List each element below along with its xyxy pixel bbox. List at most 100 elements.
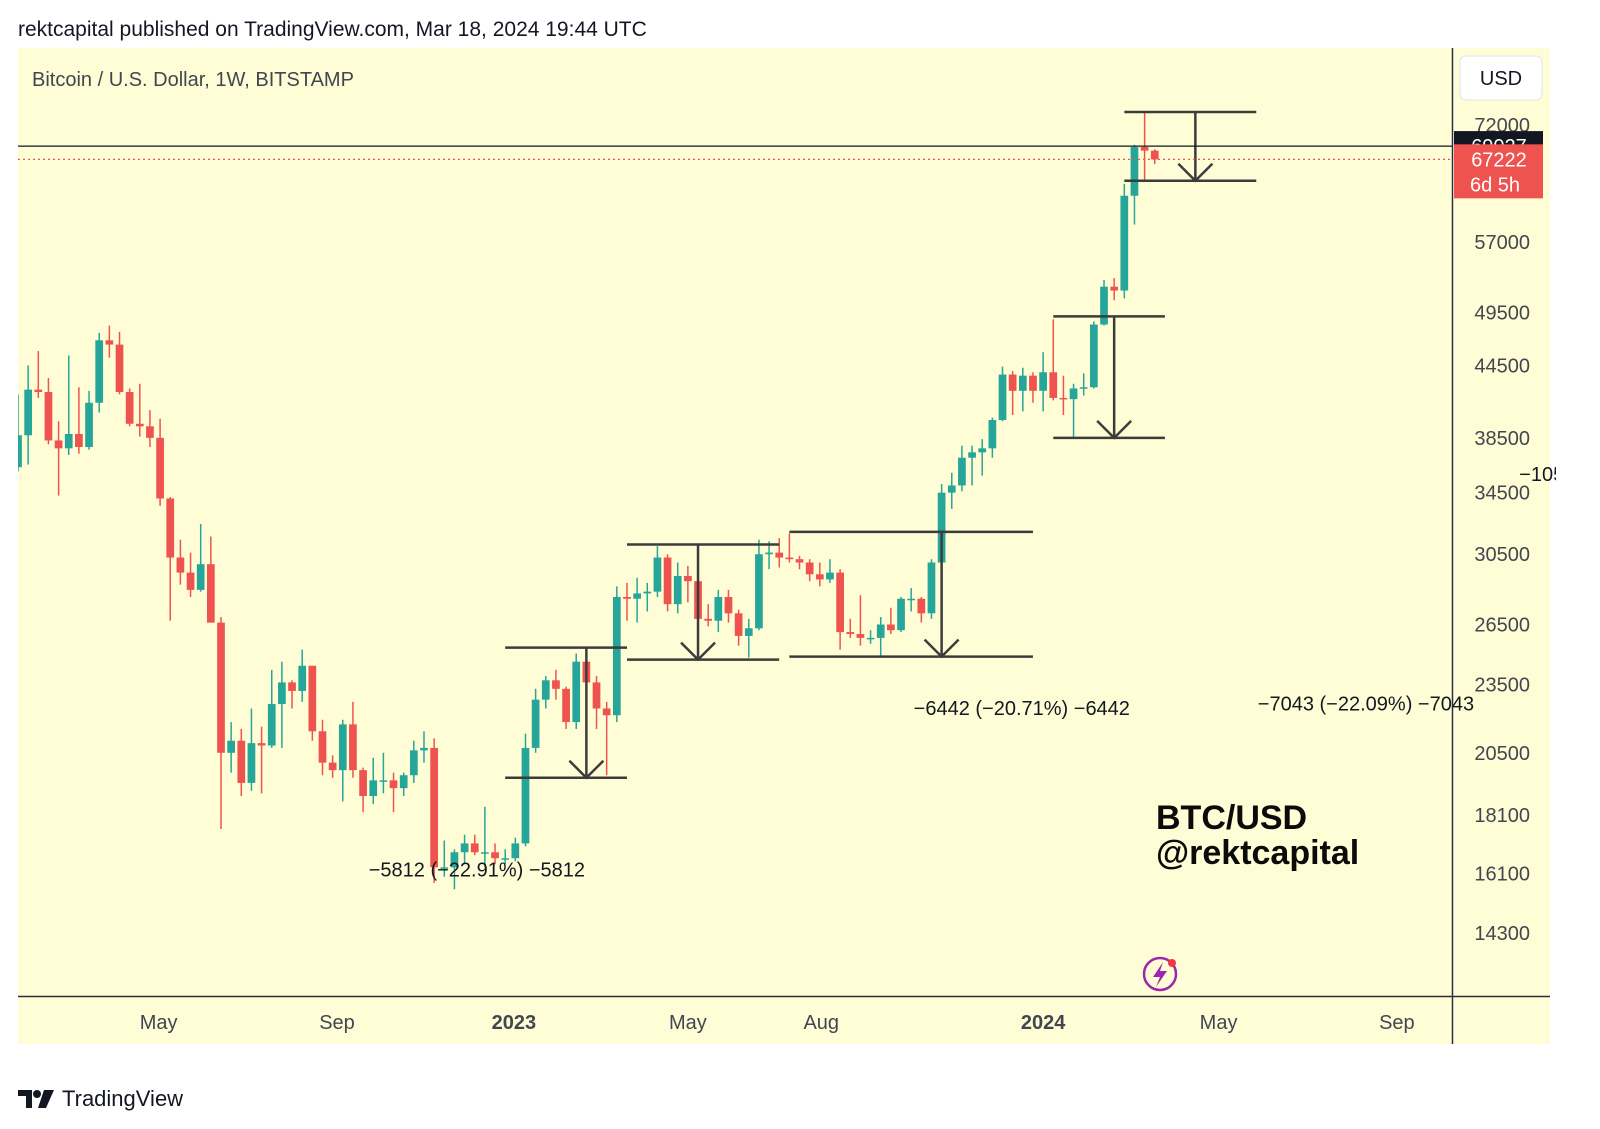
- candle-body: [1120, 195, 1129, 291]
- candle: [988, 417, 997, 458]
- candle: [866, 630, 875, 644]
- lightning-icon[interactable]: [1142, 956, 1178, 992]
- candle: [85, 390, 93, 450]
- candle: [1029, 372, 1037, 403]
- published-line: rektcapital published on TradingView.com…: [18, 18, 647, 41]
- candle: [389, 772, 398, 813]
- candle: [978, 439, 987, 476]
- candle: [75, 387, 83, 454]
- candle-body: [653, 557, 662, 592]
- candle: [278, 661, 286, 748]
- time-axis[interactable]: May Sep 2023 May Aug 2024 May Sep: [140, 1012, 1415, 1034]
- candle: [237, 728, 246, 797]
- candle: [176, 539, 185, 585]
- plot-background: [18, 48, 1452, 996]
- drawdown-label: −5812 (−22.91%) −5812: [369, 860, 585, 882]
- candle-body: [115, 344, 124, 392]
- candle-body: [998, 374, 1007, 421]
- candle-body: [876, 624, 885, 638]
- candle: [1018, 367, 1027, 412]
- candle: [968, 445, 976, 486]
- price-chart[interactable]: −5812 (−22.91%) −5812 −6442 (−20.71%) −64…: [14, 48, 1600, 1070]
- candle-body: [501, 858, 510, 860]
- candle: [826, 559, 834, 583]
- candle: [399, 772, 408, 797]
- candle: [1090, 321, 1098, 389]
- candle-body: [704, 618, 713, 621]
- candle-body: [328, 762, 337, 771]
- candle: [714, 589, 723, 633]
- candle-body: [440, 867, 449, 869]
- candle-body: [369, 780, 378, 797]
- candle-body: [135, 423, 144, 427]
- watermark-handle: @rektcapital: [1156, 834, 1359, 872]
- drop-arrow-head: [1096, 419, 1133, 440]
- candle-body: [724, 596, 733, 614]
- candle-body: [1110, 286, 1119, 291]
- currency-button[interactable]: USD: [1459, 55, 1543, 101]
- candle: [318, 719, 327, 776]
- candle: [785, 533, 794, 563]
- candle: [1079, 373, 1088, 396]
- candle: [430, 738, 438, 883]
- chart-container[interactable]: −5812 (−22.91%) −5812 −6442 (−20.71%) −64…: [14, 48, 1600, 1070]
- candle: [623, 582, 631, 621]
- candle: [521, 733, 530, 847]
- candle: [1120, 183, 1129, 299]
- price-tick-label: 20500: [1474, 743, 1530, 765]
- candle: [846, 618, 855, 638]
- candle: [917, 596, 926, 623]
- candle-body: [14, 435, 22, 468]
- candle-body: [826, 572, 834, 580]
- candle: [684, 565, 692, 603]
- candle-body: [1018, 375, 1027, 391]
- candle: [531, 688, 540, 753]
- candle: [450, 849, 459, 890]
- candle-body: [572, 661, 581, 723]
- candle-body: [298, 665, 307, 691]
- axis-corner: [1454, 996, 1550, 1044]
- candle-body: [166, 498, 175, 558]
- candle: [288, 680, 296, 709]
- candles-layer: [14, 112, 1159, 890]
- candle-body: [755, 554, 763, 629]
- candle: [409, 740, 418, 783]
- candle-body: [1150, 150, 1159, 160]
- candle-body: [511, 843, 520, 859]
- candle: [704, 604, 713, 627]
- bar-countdown-label: 6d 5h: [1470, 174, 1520, 196]
- candle-body: [450, 852, 459, 868]
- candle: [227, 722, 235, 773]
- tradingview-logo[interactable]: TradingView: [18, 1086, 183, 1112]
- candle-body: [460, 843, 469, 853]
- candle: [887, 607, 895, 635]
- drop-arrow-head: [923, 638, 960, 659]
- candle-body: [409, 750, 418, 776]
- candle-body: [734, 613, 743, 636]
- candle: [24, 365, 33, 465]
- candle: [135, 383, 144, 437]
- time-tick-label: 2023: [492, 1012, 537, 1034]
- candle-body: [196, 564, 205, 590]
- price-tick-label: 38500: [1474, 428, 1530, 450]
- candle-body: [1130, 147, 1139, 196]
- candle-body: [907, 598, 916, 601]
- candle: [755, 539, 763, 631]
- symbol-title[interactable]: Bitcoin / U.S. Dollar, 1W, BITSTAMP: [32, 69, 354, 91]
- price-tick-label: 18100: [1474, 805, 1530, 827]
- drawdown-label: −6442 (−20.71%) −6442: [914, 698, 1130, 720]
- candle-body: [1029, 375, 1037, 391]
- candle: [247, 708, 256, 791]
- candle: [1130, 144, 1139, 225]
- drop-arrow-head: [568, 759, 605, 780]
- candle: [1110, 278, 1119, 301]
- candle: [470, 834, 479, 856]
- candle-body: [623, 596, 631, 599]
- candle: [44, 377, 53, 445]
- candle-body: [714, 596, 723, 621]
- price-axis[interactable]: 14300 16100 18100 20500 23500 26500 30500 34500…: [1474, 115, 1530, 945]
- candle-body: [968, 452, 976, 458]
- price-tick-label: 26500: [1474, 614, 1530, 636]
- price-lines: 69027672226d 5h: [18, 131, 1543, 199]
- candle: [267, 669, 276, 748]
